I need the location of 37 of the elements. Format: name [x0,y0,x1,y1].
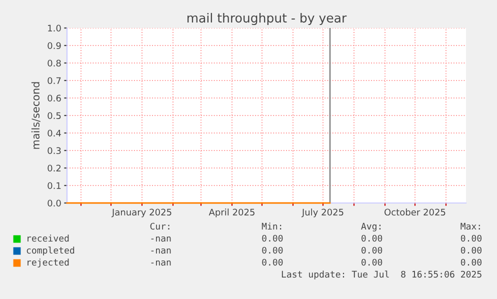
legend-label: received [28,234,69,242]
y-tick-label: 0.3 [48,147,61,154]
y-tick-label: 0.5 [48,112,61,120]
legend-label: completed [26,246,74,256]
x-tick-label: April 2025 [208,208,254,218]
y-tick-label: 0.9 [48,42,61,50]
y-tick-label: 0.0 [48,200,61,207]
text: 0.00 [460,234,482,242]
text: 0.00 [362,258,382,266]
text: Last update: Tue Jul 8 16:55:06 2025 [282,270,482,280]
y-tick-label: 0.7 [48,77,61,84]
text: 0.00 [262,246,283,254]
legend-label: rejected [28,258,69,268]
y-tick-label: 0.8 [48,60,61,67]
text: Avg: [361,222,381,232]
text: 0.00 [362,246,382,254]
text: 0.00 [460,258,482,266]
text: -nan [151,260,171,266]
text: -nan [151,248,171,254]
x-tick-label: October 2025 [384,208,446,216]
text: 0.00 [262,258,283,266]
text: Max: [460,222,480,230]
chart-title: mail throughput - by year [188,12,347,26]
y-tick-label: 1.0 [48,24,61,32]
y-tick-label: 0.6 [48,94,61,102]
y-tick-label: 0.2 [48,164,61,172]
text: 0.00 [262,234,283,242]
text: -nan [151,236,171,242]
text: Min: [262,222,282,230]
y-tick-label: 0.4 [48,130,61,137]
x-tick-label: July 2025 [301,208,344,218]
text: 0.00 [460,246,482,254]
text: 0.00 [362,234,382,242]
x-tick-label: January 2025 [112,208,172,218]
text: Cur: [150,222,170,230]
y-tick-label: 0.1 [48,182,61,190]
y-axis-title: mails/second [31,82,40,149]
